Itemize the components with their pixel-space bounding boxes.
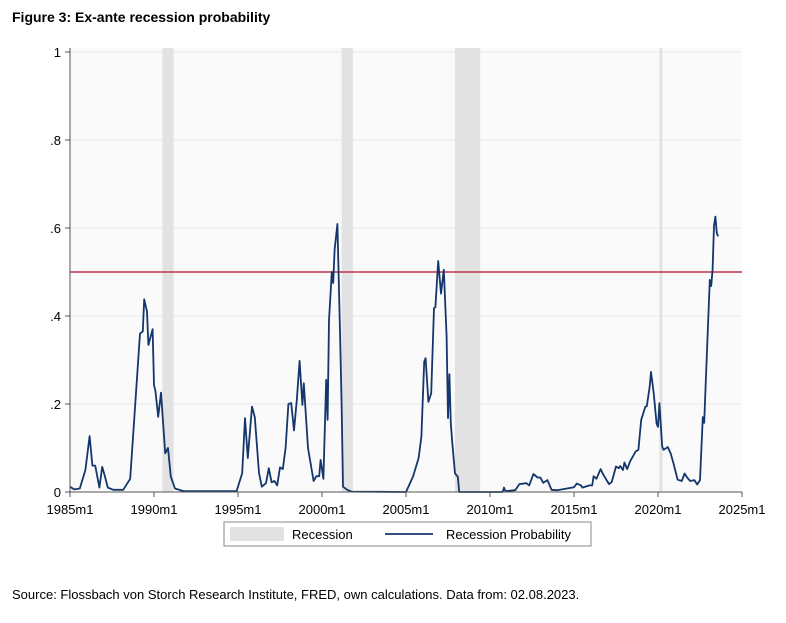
legend-label-probability: Recession Probability — [446, 527, 572, 542]
x-tick-label: 1995m1 — [215, 502, 262, 517]
legend-label-recession: Recession — [292, 527, 353, 542]
source-note: Source: Flossbach von Storch Research In… — [12, 587, 580, 602]
y-tick-label: .6 — [50, 221, 61, 236]
recession-band — [162, 48, 174, 492]
y-tick-label: 1 — [54, 45, 61, 60]
recession-band — [455, 48, 481, 492]
x-tick-label: 2000m1 — [299, 502, 346, 517]
x-tick-label: 2025m1 — [719, 502, 766, 517]
series-line — [69, 215, 720, 493]
recession-band — [341, 48, 353, 492]
x-tick-label: 2010m1 — [467, 502, 514, 517]
x-tick-label: 2005m1 — [383, 502, 430, 517]
legend — [223, 521, 592, 547]
legend-swatch-recession — [230, 527, 284, 541]
recession-band — [659, 48, 663, 492]
x-tick-label: 2015m1 — [551, 502, 598, 517]
x-tick-label: 1985m1 — [47, 502, 94, 517]
y-tick-label: 0 — [54, 485, 61, 500]
plot-area — [70, 48, 742, 492]
y-tick-label: .8 — [50, 133, 61, 148]
y-tick-label: .2 — [50, 397, 61, 412]
chart-title: Figure 3: Ex-ante recession probability — [12, 9, 271, 25]
x-tick-label: 1990m1 — [131, 502, 178, 517]
y-tick-label: .4 — [50, 309, 61, 324]
x-tick-label: 2020m1 — [635, 502, 682, 517]
